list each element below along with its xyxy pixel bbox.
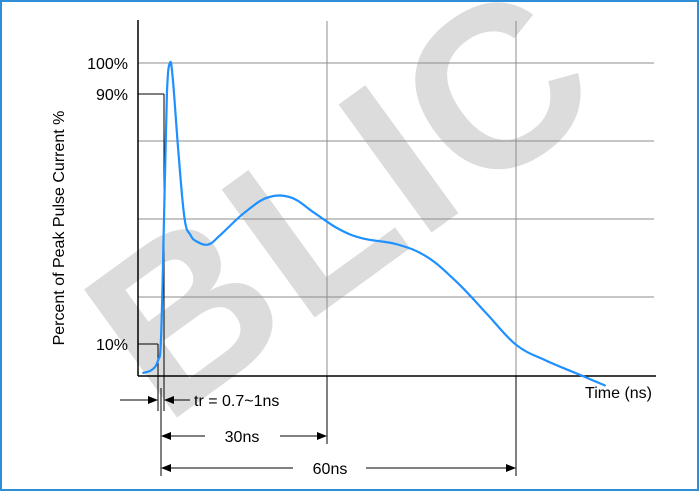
tr-arrowhead-left bbox=[148, 396, 158, 404]
y-tick-10: 10% bbox=[96, 337, 128, 354]
dim-30-left-arrow bbox=[161, 432, 171, 440]
pulse-current-series bbox=[142, 60, 606, 387]
x-axis-label: Time (ns) bbox=[585, 385, 652, 402]
label-60ns: 60ns bbox=[313, 461, 348, 478]
label-30ns: 30ns bbox=[225, 429, 260, 446]
y-tick-90: 90% bbox=[96, 87, 128, 104]
tr-arrowhead-right bbox=[164, 396, 174, 404]
rise-markers bbox=[138, 93, 165, 411]
y-axis-label: Percent of Peak Pulse Current % bbox=[51, 111, 68, 346]
dim-60-left-arrow bbox=[161, 464, 171, 472]
axes bbox=[137, 20, 656, 377]
y-tick-100: 100% bbox=[87, 56, 128, 73]
grid bbox=[138, 21, 654, 376]
dimension-lines bbox=[120, 376, 517, 476]
dim-60-right-arrow bbox=[506, 464, 516, 472]
tr-label: tr = 0.7~1ns bbox=[194, 393, 279, 410]
dim-30-right-arrow bbox=[317, 432, 327, 440]
labels: 100% 90% 10% Percent of Peak Pulse Curre… bbox=[51, 56, 652, 478]
